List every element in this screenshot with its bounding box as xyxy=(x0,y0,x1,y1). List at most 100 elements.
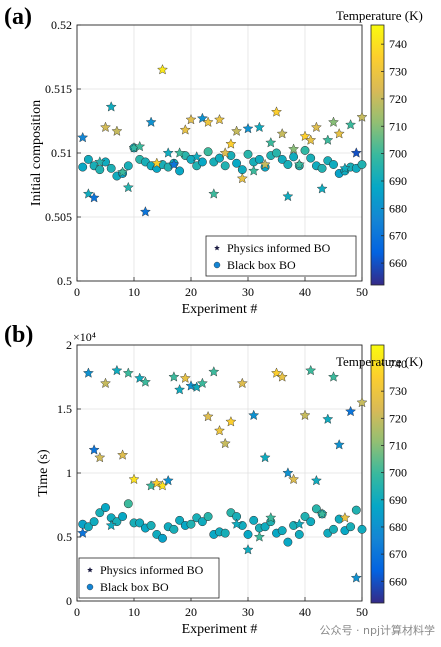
point-physics-informed xyxy=(202,116,214,127)
point-physics-informed xyxy=(316,508,328,519)
legend-star-icon xyxy=(214,245,220,251)
point-physics-informed xyxy=(185,380,197,391)
point-physics-informed xyxy=(259,451,271,463)
point-black-box xyxy=(197,157,207,167)
point-physics-informed xyxy=(236,377,248,389)
point-black-box xyxy=(277,526,287,536)
point-black-box xyxy=(346,522,356,532)
point-physics-informed xyxy=(219,147,231,158)
y-axis-label: Time (s) xyxy=(36,449,51,497)
panel-label: (b) xyxy=(4,322,33,348)
point-black-box xyxy=(294,529,304,539)
point-physics-informed xyxy=(219,437,231,449)
point-black-box xyxy=(283,537,293,547)
point-physics-informed xyxy=(128,473,140,485)
point-black-box xyxy=(146,521,156,530)
colorbar-tick-label: 720 xyxy=(389,92,407,106)
point-physics-informed xyxy=(259,158,271,170)
point-black-box xyxy=(83,522,93,532)
x-tick-label: 30 xyxy=(242,285,254,299)
legend-entry-physics-informed: Physics informed BO xyxy=(100,563,204,577)
legend-entry-black-box: Black box BO xyxy=(227,258,296,272)
point-black-box xyxy=(123,499,133,509)
point-black-box xyxy=(306,153,316,163)
point-physics-informed xyxy=(282,190,294,202)
point-black-box xyxy=(232,158,242,168)
colorbar-tick-label: 690 xyxy=(389,174,407,188)
point-physics-informed xyxy=(94,451,106,463)
point-black-box xyxy=(83,154,93,164)
colorbar-gradient xyxy=(370,344,385,604)
point-physics-informed xyxy=(242,122,254,134)
point-physics-informed xyxy=(105,101,117,112)
point-physics-informed xyxy=(117,449,129,460)
point-physics-informed xyxy=(100,121,111,133)
point-black-box xyxy=(306,517,316,527)
point-black-box xyxy=(283,160,293,169)
colorbar-tick-label: 670 xyxy=(389,547,407,561)
colorbar-tick-label: 730 xyxy=(389,384,407,398)
point-physics-informed xyxy=(208,366,220,377)
point-black-box xyxy=(215,153,224,163)
point-physics-informed xyxy=(305,134,317,145)
legend-star-icon xyxy=(87,567,93,573)
point-black-box xyxy=(351,505,361,515)
y-tick-label: 1 xyxy=(66,466,72,480)
legend-entry-physics-informed: Physics informed BO xyxy=(227,241,331,255)
point-black-box xyxy=(78,162,88,172)
x-tick-label: 0 xyxy=(74,285,80,299)
point-physics-informed xyxy=(350,572,362,583)
point-physics-informed xyxy=(168,371,180,382)
point-black-box xyxy=(169,524,179,534)
point-physics-informed xyxy=(208,188,220,199)
point-physics-informed xyxy=(345,119,357,130)
point-physics-informed xyxy=(134,372,146,383)
point-physics-informed xyxy=(356,111,368,122)
point-physics-informed xyxy=(77,131,89,143)
point-black-box xyxy=(95,508,105,518)
point-black-box xyxy=(311,504,321,514)
point-physics-informed xyxy=(202,410,214,422)
point-physics-informed xyxy=(77,527,89,538)
point-physics-informed xyxy=(316,183,328,194)
colorbar-tick-label: 660 xyxy=(389,256,407,270)
point-black-box xyxy=(220,528,230,538)
point-black-box xyxy=(118,512,128,521)
point-physics-informed xyxy=(105,519,117,531)
colorbar-tick-label: 680 xyxy=(389,201,407,215)
x-axis-label: Experiment # xyxy=(182,622,258,637)
y-tick-label: 1.5 xyxy=(57,402,72,416)
colorbar-tick-label: 730 xyxy=(389,65,407,79)
legend-circle-icon xyxy=(86,583,94,591)
y-tick-label: 0.5 xyxy=(57,530,72,544)
point-physics-informed xyxy=(271,367,282,378)
point-black-box xyxy=(123,161,133,171)
x-axis-label: Experiment # xyxy=(182,302,258,317)
point-black-box xyxy=(357,160,367,169)
point-black-box xyxy=(254,154,264,164)
point-physics-informed xyxy=(299,409,311,421)
point-physics-informed xyxy=(345,405,357,417)
point-physics-informed xyxy=(168,158,180,170)
point-physics-informed xyxy=(310,121,322,133)
point-black-box xyxy=(197,517,207,527)
chart-panel-b: (b) 0 10 20 30 40 50 0 0.5 1 1.5 2 Experiment # Time … xyxy=(4,322,423,637)
point-physics-informed xyxy=(111,364,123,376)
point-physics-informed xyxy=(276,128,288,139)
point-physics-informed xyxy=(151,157,163,168)
point-physics-informed xyxy=(94,156,106,167)
x-tick-label: 40 xyxy=(299,285,311,299)
point-physics-informed xyxy=(236,172,248,184)
colorbar-tick-label: 670 xyxy=(389,229,407,243)
point-black-box xyxy=(203,147,213,157)
point-physics-informed xyxy=(162,147,174,158)
point-physics-informed xyxy=(82,367,94,378)
x-tick-label: 20 xyxy=(185,605,197,619)
x-tick-label: 40 xyxy=(299,605,311,619)
colorbar: 660 670 680 690 700 710 720 730 740 Temperature (… xyxy=(336,8,423,286)
point-physics-informed xyxy=(248,409,260,421)
point-physics-informed xyxy=(310,474,322,486)
point-physics-informed xyxy=(162,474,174,486)
point-physics-informed xyxy=(356,396,368,408)
